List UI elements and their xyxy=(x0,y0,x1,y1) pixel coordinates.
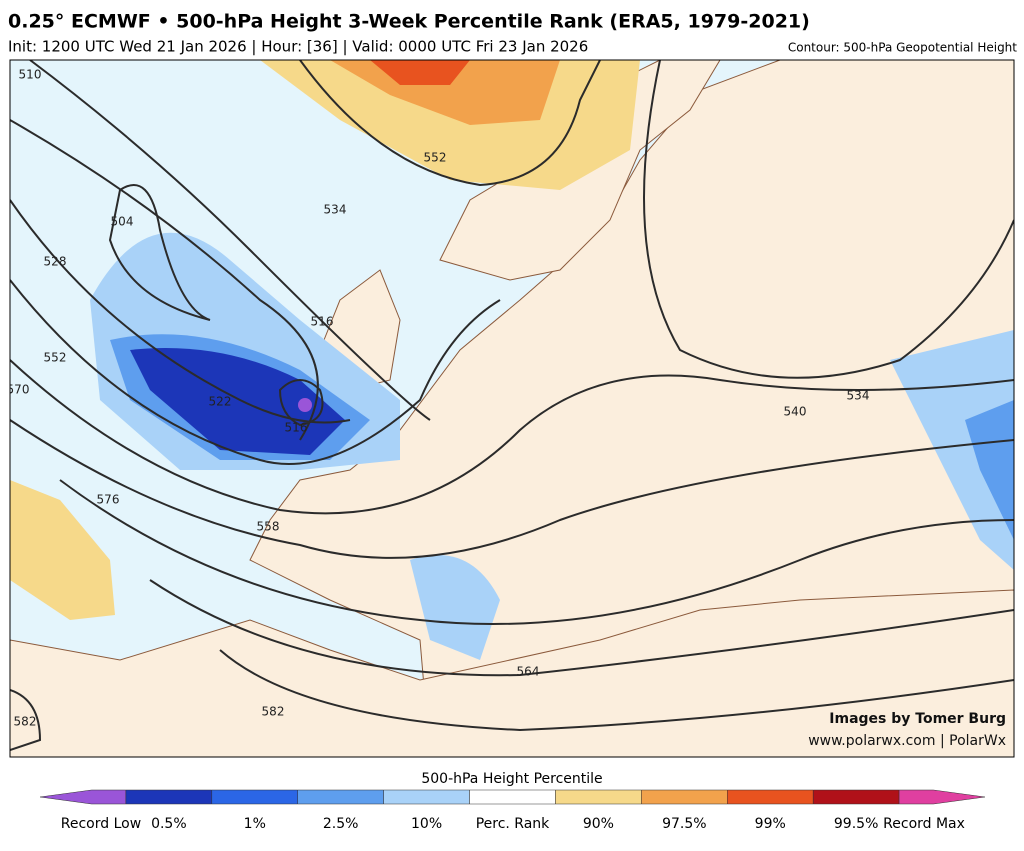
contour xyxy=(278,379,324,427)
colorbar-segment xyxy=(297,789,384,805)
contour-label: 534 xyxy=(847,389,870,403)
contour-label: 522 xyxy=(209,395,232,409)
contour-label: 570 xyxy=(7,383,30,397)
title: 0.25° ECMWF • 500-hPa Height 3-Week Perc… xyxy=(8,11,810,33)
colorbar-segment xyxy=(727,789,814,805)
contour xyxy=(219,649,1014,732)
contour-label: 504 xyxy=(111,215,134,229)
anomaly-med xyxy=(410,555,500,660)
colorbar-label: Perc. Rank xyxy=(476,816,550,832)
colorbar-segment xyxy=(125,789,213,805)
colorbar-label: 99.5% xyxy=(834,816,878,832)
colorbar-label: 90% xyxy=(583,816,614,832)
contour xyxy=(10,419,1014,559)
colorbar-segment xyxy=(641,789,728,805)
contour xyxy=(149,579,1014,677)
warm-mid xyxy=(330,60,560,125)
contour xyxy=(29,60,431,421)
anomaly-dark xyxy=(130,348,345,455)
contour xyxy=(10,279,501,465)
anomaly-record xyxy=(298,398,312,412)
contour xyxy=(299,60,601,187)
colorbar-label: 10% xyxy=(411,816,442,832)
colorbar-label: 97.5% xyxy=(662,816,706,832)
colorbar-segment xyxy=(39,789,127,805)
colorbar-segment xyxy=(469,789,556,805)
contour xyxy=(10,119,319,441)
map: 510 504 528 552 570 522 516 516 534 552 576 558 540 5… xyxy=(7,59,1015,758)
colorbar-title: 500-hPa Height Percentile xyxy=(421,771,602,787)
anomaly-east-mid xyxy=(965,400,1014,540)
anomaly-east xyxy=(890,330,1014,570)
contour xyxy=(108,184,211,321)
colorbar-label: Record Low xyxy=(61,816,141,832)
contour xyxy=(643,60,1014,379)
colorbar-label: 1% xyxy=(244,816,266,832)
contour-label: 558 xyxy=(257,520,280,534)
contour-label: 582 xyxy=(262,705,285,719)
colorbar-segment xyxy=(383,789,470,805)
credit: www.polarwx.com | PolarWx xyxy=(808,733,1006,749)
contour-label: 582 xyxy=(14,715,37,729)
colorbar-segment xyxy=(211,789,298,805)
colorbar-segment xyxy=(555,789,642,805)
colorbar: Record Low 0.5% 1% 2.5% 10% Perc. Rank 90% 97.5… xyxy=(39,789,986,832)
credit: Images by Tomer Burg xyxy=(829,711,1006,727)
subtitle: Init: 1200 UTC Wed 21 Jan 2026 | Hour: [… xyxy=(8,38,588,56)
land-south xyxy=(10,589,1014,757)
warm-west xyxy=(10,480,115,620)
contour xyxy=(59,479,1014,625)
contour-label: 552 xyxy=(424,151,447,165)
contour-label: 534 xyxy=(324,203,347,217)
colorbar-segment xyxy=(898,789,986,805)
colorbar-label: Record Max xyxy=(883,816,965,832)
colorbar-label: 0.5% xyxy=(151,816,187,832)
contour-note: Contour: 500-hPa Geopotential Height xyxy=(788,41,1017,55)
contour-label: 516 xyxy=(285,421,308,435)
contour-label: 528 xyxy=(44,255,67,269)
colorbar-label: 2.5% xyxy=(323,816,359,832)
contour-label: 516 xyxy=(311,315,334,329)
contour xyxy=(10,689,42,751)
contour-label: 564 xyxy=(517,665,540,679)
warm-strong xyxy=(370,60,470,85)
contour xyxy=(10,199,351,424)
contour xyxy=(10,359,1014,515)
colorbar-segment xyxy=(812,789,900,805)
contour-label: 510 xyxy=(19,68,42,82)
contour-label: 576 xyxy=(97,493,120,507)
contour-label: 552 xyxy=(44,351,67,365)
contour-label: 540 xyxy=(784,405,807,419)
colorbar-label: 99% xyxy=(755,816,786,832)
map-frame xyxy=(9,59,1015,758)
